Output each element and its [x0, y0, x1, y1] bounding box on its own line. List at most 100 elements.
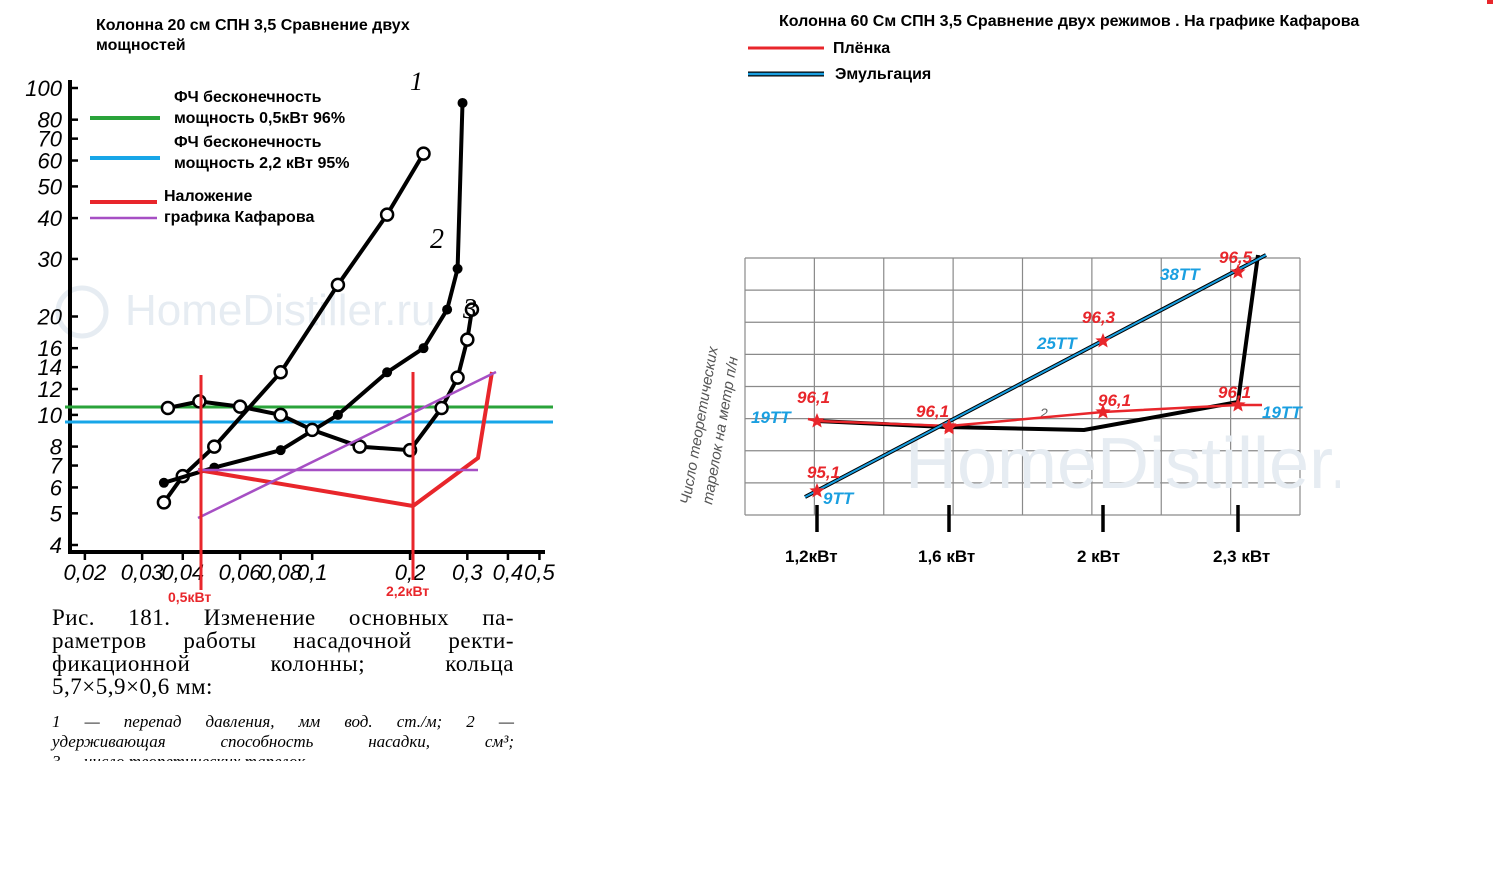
- left-series-2-point: [418, 343, 429, 354]
- left-x-tick-label: 0,04: [161, 560, 204, 585]
- left-y-tick-label: 100: [25, 76, 62, 101]
- power-label-0-5kw: 0,5кВт: [168, 589, 212, 605]
- power-label-2-2kw: 2,2кВт: [386, 583, 430, 599]
- tt-label-emulsion-3: 38ТТ: [1160, 265, 1200, 284]
- film-value-label: 96,1: [1098, 391, 1132, 410]
- curve-label-1: 1: [410, 67, 423, 96]
- legend-blue-line-1: ФЧ бесконечность: [174, 134, 322, 151]
- left-series-3-point: [160, 400, 176, 416]
- left-x-tick-label: 0,1: [297, 560, 328, 585]
- left-y-tick-label: 5: [50, 501, 63, 526]
- film-value-label: 96,1: [1218, 383, 1252, 402]
- left-y-tick-label: 6: [50, 475, 63, 500]
- left-y-tick-label: 16: [38, 336, 63, 361]
- left-series-3-point: [464, 302, 480, 317]
- left-series-2-point: [158, 477, 169, 488]
- caption-line-1: Рис. 181. Изменение основных па-: [52, 605, 514, 630]
- caption-line-3: фикационной колонны; кольца: [52, 651, 514, 676]
- caption-line-4: 5,7×5,9×0,6 мм:: [52, 674, 213, 699]
- left-series-1-point: [273, 365, 288, 380]
- right-watermark: HomeDistiller.ru: [905, 424, 1340, 504]
- left-x-tick-label: 0,02: [63, 560, 106, 585]
- caption-small-line-1: 1 — перепад давления, мм вод. ст./м; 2 —: [52, 712, 514, 731]
- left-series-2-point: [275, 445, 286, 456]
- watermark-logo-icon: [55, 285, 109, 339]
- kafarov-overlay-red-line: [197, 371, 494, 509]
- film-value-label: 96,1: [797, 388, 831, 407]
- legend-label-emulsion: Эмульгация: [835, 66, 932, 83]
- left-series-2-point: [442, 304, 453, 315]
- left-x-tick-label: 0,06: [219, 560, 263, 585]
- left-x-tick-label: 0,2: [395, 560, 426, 585]
- left-series-1-point: [379, 207, 395, 222]
- left-series-2-point: [457, 97, 468, 108]
- film-point-star: [1095, 404, 1111, 419]
- left-series-3-point: [450, 370, 465, 385]
- left-series-3-point: [192, 394, 207, 409]
- figure-caption: Рис. 181. Изменение основных па- раметро…: [52, 606, 514, 761]
- left-y-tick-label: 70: [38, 127, 63, 152]
- legend-item-blue: ФЧ бесконечность мощность 2,2 кВт 95%: [174, 132, 349, 174]
- left-x-tick-label: 0,3: [452, 560, 483, 585]
- left-y-tick-label: 80: [38, 108, 63, 133]
- red-corner-mark: [1487, 0, 1493, 4]
- film-point-star: [1230, 397, 1246, 412]
- left-series-3-point: [352, 439, 367, 454]
- left-chart: HomeDistiller.ru 45678101214162030405060…: [25, 67, 556, 590]
- film-value-label: 96,1: [916, 402, 950, 421]
- film-point-star: [809, 413, 825, 428]
- left-series-group: [156, 97, 480, 510]
- left-x-tick-label: 0,03: [121, 560, 165, 585]
- film-series-line: [807, 403, 1262, 428]
- right-series-group: [804, 253, 1267, 532]
- legend-label-film: Плёнка: [833, 40, 891, 57]
- right-chart-title: Колонна 60 См СПН 3,5 Сравнение двух реж…: [779, 13, 1360, 30]
- left-x-ticks: 0,02 0,030,04 0,060,080,1 0,2 0,3 0,4 0,5: [63, 552, 556, 585]
- legend-item-red: Наложение графика Кафарова: [164, 186, 314, 228]
- left-y-tick-label: 14: [38, 355, 62, 380]
- tt-label-film-left: 19ТТ: [751, 408, 791, 427]
- legend-blue-line-2: мощность 2,2 кВт 95%: [174, 155, 350, 172]
- left-y-tick-label: 20: [37, 305, 63, 330]
- emulsion-value-label: 95,1: [807, 463, 841, 482]
- left-title-line-1: Колонна 20 см СПН 3,5 Сравнение двух: [96, 17, 410, 34]
- legend-red-line-2: графика Кафарова: [164, 209, 315, 226]
- left-y-tick-label: 7: [50, 454, 63, 479]
- left-y-tick-label: 30: [38, 247, 63, 272]
- emulsion-point-star: [809, 483, 825, 498]
- left-series-1-point: [416, 146, 431, 161]
- left-y-tick-label: 12: [38, 377, 62, 402]
- caption-small-line-3: 3 — число теоретических тарелок: [52, 752, 305, 761]
- left-x-tick-label: 0,4: [493, 560, 524, 585]
- right-x-category-label: 2 кВт: [1077, 547, 1121, 566]
- caption-cut-line-wrap: 3 — число теоретических тарелок: [52, 752, 514, 761]
- left-series-3-point: [273, 407, 288, 423]
- right-x-category-label: 1,2кВт: [785, 547, 838, 566]
- curve-label-2: 2: [430, 224, 444, 255]
- left-series-2-point: [452, 263, 463, 274]
- tt-label-film-right: 19ТТ: [1262, 403, 1302, 422]
- emulsion-value-label: 96,3: [1082, 308, 1116, 327]
- curve-label-3: 3: [462, 294, 477, 325]
- left-watermark: HomeDistiller.ru: [125, 286, 436, 335]
- left-x-tick-label: 0,5: [524, 560, 555, 585]
- tt-label-emulsion-2: 25ТТ: [1037, 334, 1077, 353]
- right-x-category-label: 2,3 кВт: [1213, 547, 1271, 566]
- right-chart: HomeDistiller.ru Число теоретических тар…: [677, 253, 1340, 532]
- left-chart-title: Колонна 20 см СПН 3,5 Сравнение двух мощ…: [96, 16, 476, 56]
- left-series-3-point: [434, 400, 449, 416]
- emulsion-series-line: [804, 254, 1267, 498]
- left-title-line-2: мощностей: [96, 37, 186, 54]
- left-series-1-point: [330, 277, 346, 293]
- tt-label-emulsion-1: 9ТТ: [823, 489, 854, 508]
- emulsion-point-star: [1095, 333, 1111, 348]
- legend-item-green: ФЧ бесконечность мощность 0,5кВт 96%: [174, 87, 345, 129]
- left-y-tick-label: 10: [38, 403, 63, 428]
- emulsion-point-star: [1230, 264, 1246, 279]
- left-series-3-point: [232, 399, 248, 414]
- caption-small-line-2: удерживающая способность насадки, см³;: [52, 732, 514, 751]
- left-series-2-point: [382, 367, 393, 378]
- legend-green-line-1: ФЧ бесконечность: [174, 89, 322, 106]
- legend-green-line-2: мощность 0,5кВт 96%: [174, 110, 346, 127]
